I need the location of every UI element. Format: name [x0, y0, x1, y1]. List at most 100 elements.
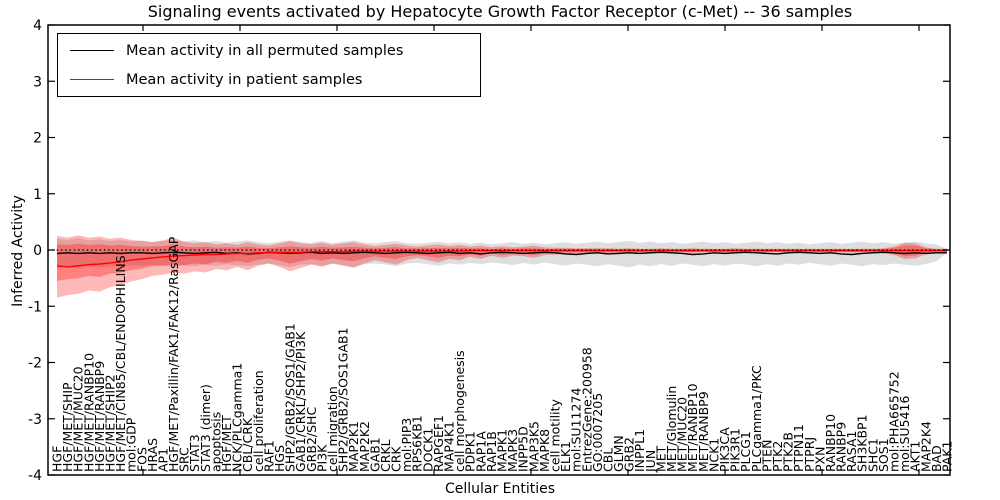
uncertainty-bands	[57, 235, 947, 298]
x-category-label: MAP4K1	[442, 421, 457, 472]
x-category-label: MET/Glomulin	[664, 386, 679, 472]
x-category-label: SHP2/GRB2/SOS1/GAB1	[283, 323, 298, 472]
x-category-label: HGF	[50, 446, 65, 472]
x-category-label: HGS	[272, 445, 287, 472]
x-category-label: PLCG1	[738, 431, 753, 472]
y-axis-label: Inferred Activity	[10, 195, 26, 307]
x-category-label: SH3KBP1	[855, 414, 870, 472]
x-category-label: PI3K	[314, 444, 329, 472]
y-tick-label: 3	[33, 74, 42, 90]
y-tick-label: -4	[28, 468, 42, 484]
y-tick-label: 4	[33, 18, 42, 34]
x-category-label: MAPK3	[505, 429, 520, 472]
series-line	[56, 251, 947, 256]
x-category-label: CRK	[389, 446, 404, 472]
x-category-label: apoptosis	[208, 412, 223, 472]
x-axis-ticks	[142, 25, 920, 475]
x-category-label: AKT1	[908, 441, 923, 472]
legend-item-patient: Mean activity in patient samples	[58, 66, 480, 94]
x-category-label: PTK2B	[781, 432, 796, 472]
x-category-label: GRB2	[622, 437, 637, 472]
x-category-label: MET/MUC20	[675, 397, 690, 472]
x-category-label: HGF/MET/RANBP10	[81, 353, 96, 472]
x-category-label: MET/RANBP10	[685, 383, 700, 472]
x-category-label: NCK1	[706, 438, 721, 472]
x-category-label: cell motility	[547, 398, 562, 472]
x-category-label: RANBP9	[834, 422, 849, 472]
x-category-label: SHC1	[865, 438, 880, 472]
x-category-label: MAP3K5	[526, 421, 541, 472]
legend-item-permuted: Mean activity in all permuted samples	[58, 37, 480, 65]
patient-line-sample-icon	[70, 79, 114, 80]
x-category-label: cell morphogenesis	[452, 350, 467, 472]
legend-label-patient: Mean activity in patient samples	[126, 71, 363, 88]
x-category-label: FOS	[134, 447, 149, 472]
legend: Mean activity in all permuted samples Me…	[57, 33, 481, 97]
x-category-label: STAT3	[187, 434, 202, 472]
y-tick-label: 2	[33, 131, 42, 147]
x-category-label: SOS1	[876, 438, 891, 472]
x-category-label: RANBP10	[823, 414, 838, 472]
series-line	[56, 249, 947, 268]
x-category-label: GRB2/SHC	[304, 407, 319, 472]
x-category-label: PLCgamma1/PKC	[749, 365, 764, 472]
x-category-label: RAP1A	[473, 431, 488, 472]
chart-title: Signaling events activated by Hepatocyte…	[147, 2, 853, 21]
x-category-label: AP1	[155, 448, 170, 472]
x-category-label: mol:PHA665752	[887, 371, 902, 472]
x-category-label: cell proliferation	[251, 370, 266, 472]
x-category-label: HGF/MET/CIN85/CBL/ENDOPHILINS	[113, 255, 128, 472]
x-category-label: INPPL1	[632, 429, 647, 472]
y-tick-label: -1	[28, 299, 42, 315]
x-category-label: SHP2/GRB2/SOS1GAB1	[336, 327, 351, 472]
x-category-label: MAPK1	[495, 429, 510, 472]
y-tick-label: -3	[28, 412, 42, 428]
x-category-label: CBL/CRK	[240, 417, 255, 472]
x-category-label: STAT3 (dimer)	[198, 384, 213, 472]
y-tick-label: 0	[33, 243, 42, 259]
x-category-label: PXN	[812, 447, 827, 472]
y-tick-label: 1	[33, 187, 42, 203]
x-category-label: MAP2K2	[357, 421, 372, 472]
y-tick-label: -2	[28, 356, 42, 372]
permuted-samples-range-band	[57, 238, 947, 269]
x-category-label: BAD	[929, 445, 944, 472]
x-category-label: RPS6KB1	[410, 415, 425, 472]
x-category-labels: HGFHGF/MET/SHIPHGF/MET/MUC20HGF/MET/RANB…	[50, 236, 955, 473]
x-category-label: PTEN	[759, 440, 774, 472]
x-category-label: HGF/MET/Paxillin/FAK1/FAK12/RasGAP	[166, 236, 181, 472]
x-category-label: RAP1B	[484, 431, 499, 472]
x-category-label: GAB1	[367, 437, 382, 472]
mean-lines	[56, 249, 947, 268]
x-category-label: MET	[653, 445, 668, 472]
x-category-label: HGF/MET	[219, 415, 234, 472]
x-category-label: GAB1/CRKL/SHP2/PI3K	[293, 331, 308, 472]
x-category-label: HGF/MET/SHIP2	[102, 374, 117, 472]
y-axis-ticks: 4 3 2 1 0 -1 -2 -3 -4	[28, 18, 950, 484]
x-category-label: PTK2	[770, 441, 785, 472]
x-category-label: RAPGEF1	[431, 415, 446, 472]
x-category-label: HGF/MET/SHIP	[60, 382, 75, 472]
x-category-label: PAK1	[940, 441, 955, 472]
x-category-label: JUN	[643, 450, 658, 473]
x-category-label: mol:GDP	[124, 417, 139, 472]
x-category-label: HGF/MET/MUC20	[71, 366, 86, 472]
x-category-label: PIK3R1	[728, 428, 743, 472]
x-category-label: GLMN	[611, 435, 626, 472]
x-category-label: PIK3CA	[717, 427, 732, 472]
x-category-label: CBL	[600, 448, 615, 472]
x-category-label: PDPK1	[463, 431, 478, 472]
permuted-line-sample-icon	[70, 50, 114, 51]
x-category-label: mol:SU11274	[569, 388, 584, 472]
legend-label-permuted: Mean activity in all permuted samples	[126, 42, 404, 59]
x-category-label: HRAS	[145, 438, 160, 472]
x-category-label: mol:PIP3	[399, 418, 414, 472]
x-category-label: CRKL	[378, 439, 393, 472]
x-category-label: MAP2K4	[918, 421, 933, 472]
x-axis-label: Cellular Entities	[444, 481, 556, 497]
x-category-label: GO:0007205	[590, 393, 605, 472]
x-category-label: MET/RANBP9	[696, 391, 711, 472]
x-category-label: mol:SU5416	[897, 396, 912, 472]
